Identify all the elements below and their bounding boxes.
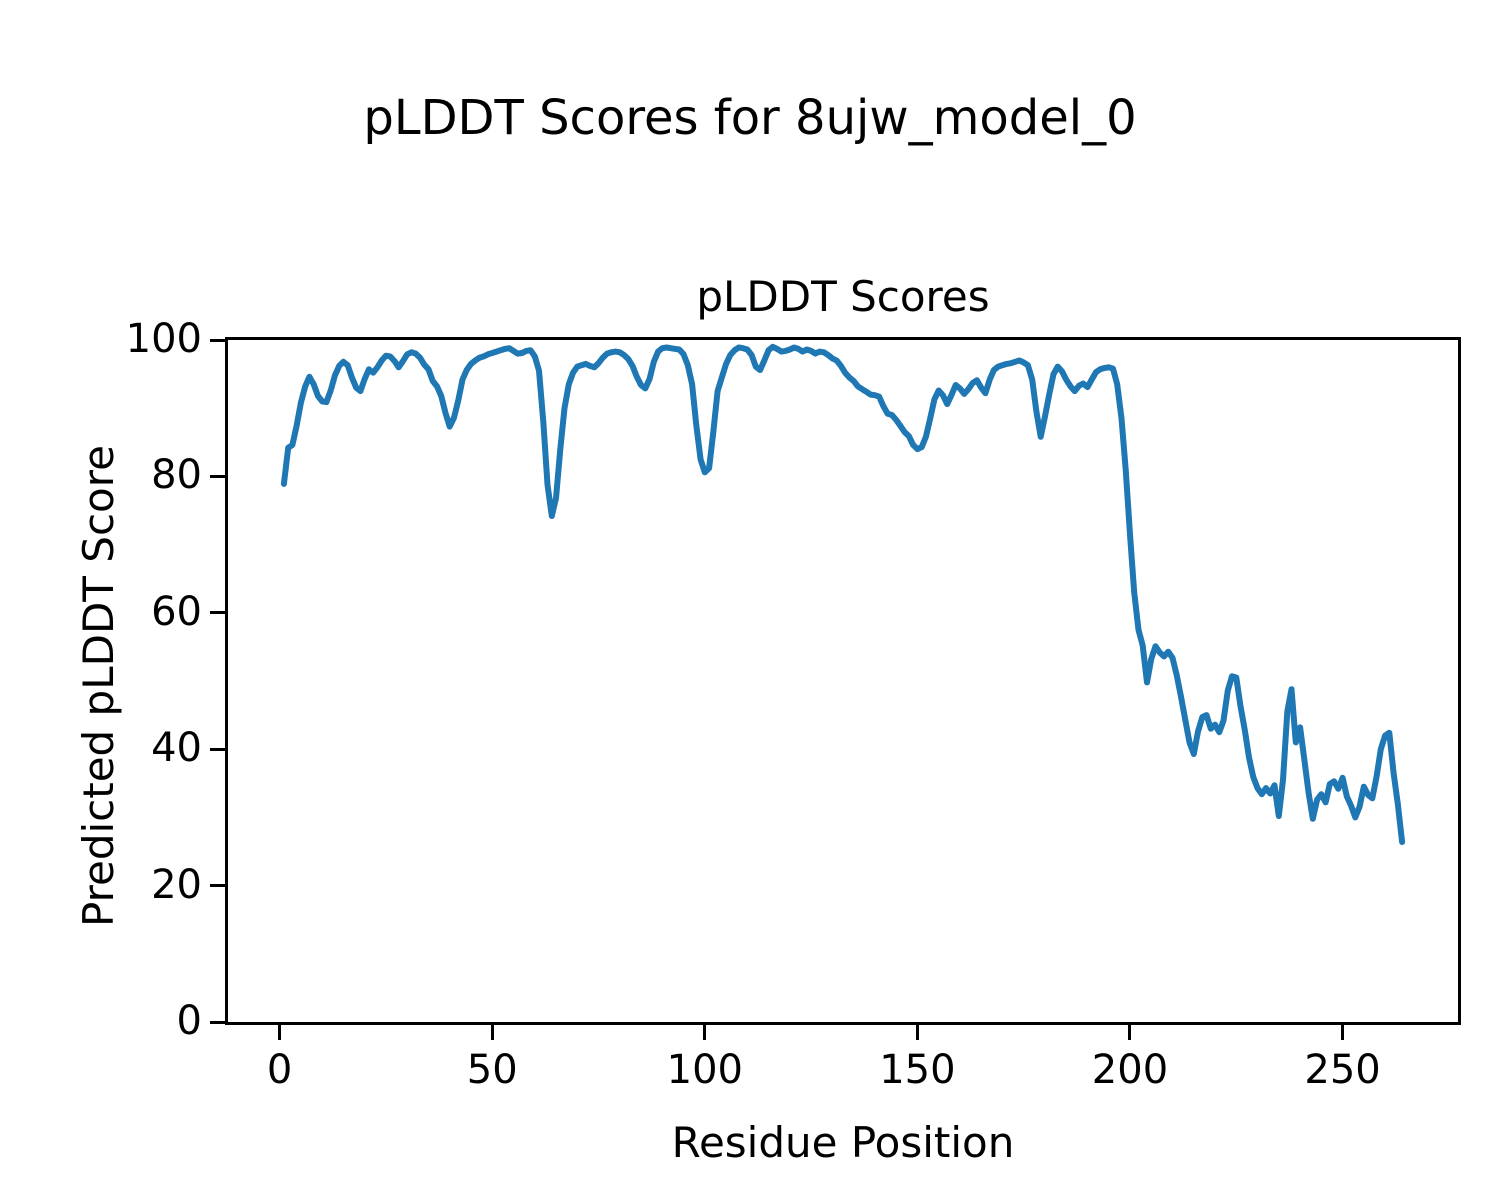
x-axis-label: Residue Position bbox=[671, 1118, 1015, 1167]
y-tick-mark bbox=[210, 884, 225, 888]
x-tick-mark bbox=[1341, 1025, 1345, 1040]
axes-title: pLDDT Scores bbox=[696, 272, 990, 321]
plddt-line-series bbox=[280, 343, 1406, 845]
x-tick-label: 200 bbox=[1091, 1047, 1169, 1093]
y-tick-label: 20 bbox=[151, 861, 202, 908]
y-tick-mark bbox=[210, 611, 225, 615]
x-tick-label: 150 bbox=[879, 1047, 956, 1093]
figure-title: pLDDT Scores for 8ujw_model_0 bbox=[363, 90, 1137, 146]
x-tick-label: 50 bbox=[466, 1047, 518, 1093]
x-tick-label: 250 bbox=[1304, 1047, 1381, 1093]
plot-area bbox=[225, 337, 1461, 1025]
x-tick-mark bbox=[490, 1025, 494, 1040]
y-tick-mark bbox=[210, 747, 225, 751]
y-tick-label: 40 bbox=[151, 725, 202, 772]
x-tick-mark bbox=[703, 1025, 707, 1040]
y-tick-label: 0 bbox=[176, 998, 202, 1044]
x-tick-mark bbox=[915, 1025, 919, 1040]
y-tick-label: 100 bbox=[125, 316, 202, 362]
x-tick-label: 0 bbox=[266, 1047, 293, 1093]
x-tick-mark bbox=[278, 1025, 282, 1040]
y-tick-label: 80 bbox=[151, 452, 202, 499]
x-tick-mark bbox=[1128, 1025, 1132, 1040]
y-tick-mark bbox=[210, 1020, 225, 1024]
y-tick-label: 60 bbox=[151, 588, 202, 635]
x-tick-label: 100 bbox=[666, 1047, 743, 1093]
y-tick-mark bbox=[210, 474, 225, 478]
y-axis-label: Predicted pLDDT Score bbox=[74, 445, 123, 927]
plddt-line-chart bbox=[280, 343, 1406, 845]
y-tick-mark bbox=[210, 338, 225, 342]
